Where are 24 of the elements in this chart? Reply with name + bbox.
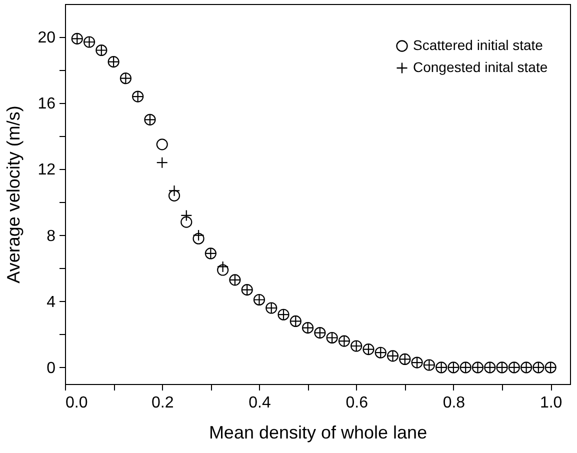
point: [192, 230, 204, 242]
point: [168, 190, 180, 202]
y-tick-label: 12: [38, 162, 56, 179]
x-tick-label: 0.0: [66, 394, 88, 412]
point: [217, 264, 229, 276]
y-tick-label: 20: [38, 30, 56, 47]
y-axis-title: Average velocity (m/s): [4, 106, 24, 284]
legend-label: Scattered initial state: [413, 37, 544, 53]
point: [156, 156, 168, 168]
x-tick-label: 0.4: [248, 394, 271, 412]
x-tick-label: 0.8: [442, 394, 466, 412]
point: [180, 216, 192, 228]
y-tick-label: 8: [46, 228, 56, 245]
x-axis-title: Mean density of whole lane: [208, 422, 428, 442]
y-tick-label: 0: [46, 360, 56, 377]
x-tick-label: 1.0: [540, 394, 562, 412]
point: [180, 210, 192, 222]
y-tick-label: 16: [38, 96, 56, 113]
point: [156, 138, 168, 150]
legend-label: Congested inital state: [413, 59, 548, 75]
y-tick-label: 4: [46, 294, 56, 311]
point: [192, 232, 204, 244]
x-tick-label: 0.2: [151, 394, 174, 412]
x-tick-label: 0.6: [346, 394, 368, 412]
